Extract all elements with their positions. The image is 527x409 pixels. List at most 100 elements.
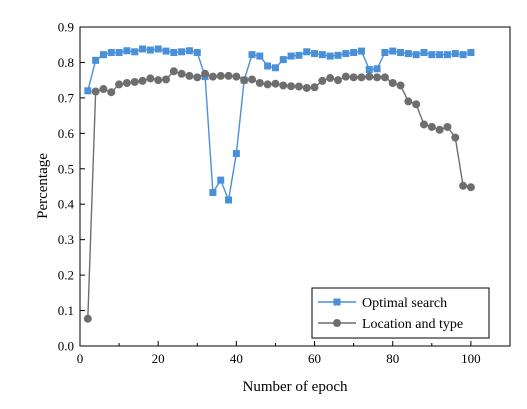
series-0-point [404,50,412,58]
x-axis-title: Number of epoch [243,379,348,395]
legend-marker-0 [333,298,341,306]
legend-label-1: Location and type [362,317,463,332]
y-tick-label: 0.5 [58,161,74,176]
x-tick-label: 100 [461,351,481,366]
series-1-point [201,69,210,78]
series-1-point [451,133,460,142]
series-1-point [185,71,194,80]
series-0-point [107,49,115,57]
y-tick-label: 0.6 [58,126,75,141]
series-1-point [99,85,108,94]
series-1-point [83,314,92,323]
series-0-point [459,51,467,59]
series-1-point [349,73,358,82]
y-axis-title: Percentage [35,153,51,219]
series-0-point [99,51,107,59]
series-0-point [467,49,475,57]
series-line-1 [87,70,472,319]
series-1-point [240,76,249,85]
series-1-point [122,79,131,88]
series-1-point [279,81,288,90]
series-0-point [443,51,451,59]
series-1-point [302,83,311,92]
series-0-point [146,46,154,54]
series-1-point [420,120,428,129]
series-0-point [318,51,326,59]
series-1-point [271,79,280,88]
series-0-point [334,51,342,59]
legend-label-0: Optimal search [362,296,447,311]
y-tick-label: 0.1 [58,303,74,318]
series-0-point [185,47,193,55]
series-0-point [365,66,373,74]
legend-marker-1 [333,319,341,327]
series-0-point [225,196,233,204]
series-1-point [177,69,186,78]
series-1-point [287,82,296,91]
series-1-point [248,75,256,84]
y-tick-label: 0.8 [58,55,74,70]
series-0-point [178,48,186,56]
x-tick-label: 0 [77,351,84,366]
series-1-point [138,76,147,85]
series-0-point [381,49,389,57]
plot-frame [79,26,511,347]
series-1-point [263,80,272,89]
series-0-point [92,56,100,64]
series-1-point [91,87,100,96]
x-tick-label: 80 [386,351,399,366]
series-1-point [216,71,225,80]
series-0-point [287,52,295,60]
x-axis: 0 20 40 60 80 100 [77,341,481,366]
y-axis: 0.0 0.1 0.2 0.3 0.4 0.5 0.6 0.7 0.8 0.9 [58,20,85,354]
series-layer [83,45,475,323]
series-1-point [466,183,475,192]
series-0-point [170,49,178,57]
series-0-point [123,47,131,55]
x-tick-label: 40 [230,351,243,366]
series-1-point [169,67,178,76]
y-tick-label: 0.0 [58,339,74,354]
series-1-point [310,83,319,92]
series-0-point [311,50,319,58]
series-1-point [294,82,303,91]
series-0-point [350,49,358,57]
series-0-point [326,52,334,60]
y-tick-label: 0.2 [58,268,74,283]
series-1-point [130,77,139,86]
series-0-point [451,50,459,58]
series-1-point [396,81,405,90]
series-0-point [303,48,311,56]
series-1-point [459,181,468,190]
series-1-point [404,97,413,106]
series-1-point [115,80,124,89]
series-1-point [107,88,116,97]
series-1-point [427,122,436,131]
series-1-point [373,73,382,82]
series-1-point [412,100,421,109]
y-tick-label: 0.9 [58,20,74,35]
series-0-point [389,47,397,55]
series-0-point [264,62,272,70]
x-tick-label: 20 [152,351,165,366]
series-1-point [224,71,233,80]
x-tick-label: 60 [308,351,321,366]
series-1-point [146,74,155,83]
series-1-point [255,79,264,88]
legend-box [311,287,490,339]
series-0-point [271,64,279,72]
series-0-point [162,47,170,55]
series-0-point [115,49,123,57]
series-1-point [162,75,170,84]
series-1-point [357,73,366,82]
y-tick-label: 0.4 [58,197,75,212]
series-0-point [436,51,444,59]
series-0-point [139,45,147,53]
legend: Optimal search Location and type [311,287,490,339]
series-1-point [334,76,342,85]
series-1-point [435,125,444,134]
series-0-point [373,65,381,73]
series-0-point [193,49,201,57]
series-1-point [154,76,163,85]
